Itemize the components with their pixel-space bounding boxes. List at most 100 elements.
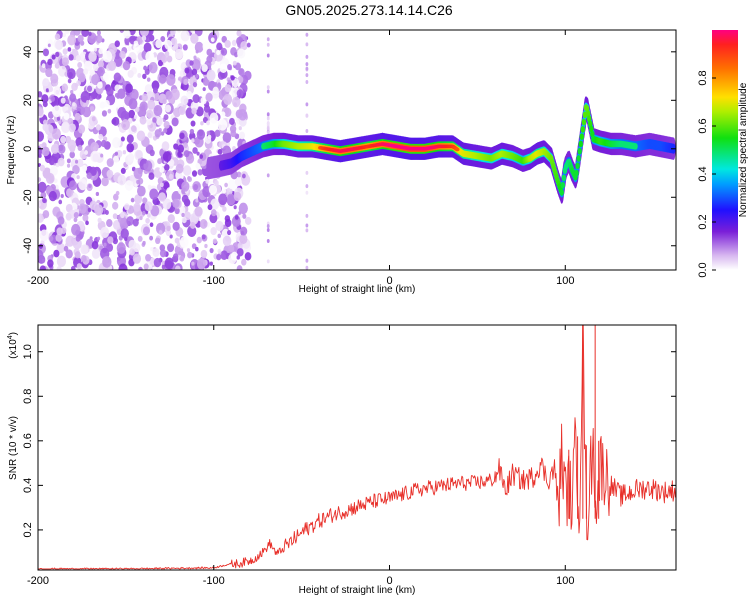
noise-cell <box>97 81 103 89</box>
noise-cell <box>159 74 167 84</box>
noise-cell <box>80 244 89 255</box>
noise-cell <box>107 60 117 72</box>
noise-cell <box>266 112 270 117</box>
noise-cell <box>164 257 174 270</box>
noise-cell <box>217 82 221 87</box>
noise-cell <box>42 210 50 219</box>
spectrogram-x-tick-label: -200 <box>27 275 49 287</box>
noise-cell <box>128 239 137 250</box>
noise-cell <box>158 192 166 202</box>
noise-cell <box>227 229 232 236</box>
noise-cell <box>191 107 197 115</box>
spectrogram-y-tick-label: -40 <box>22 238 34 254</box>
noise-cell <box>305 213 309 218</box>
snr-scale-exponent: 4 <box>7 335 14 339</box>
noise-cell <box>128 109 135 119</box>
snr-y-tick-label: 0.8 <box>22 389 34 404</box>
noise-cell <box>38 243 43 249</box>
noise-cell <box>195 198 199 203</box>
noise-cell <box>88 31 92 36</box>
noise-cell <box>47 43 51 48</box>
noise-cell <box>54 62 60 69</box>
noise-cell <box>124 203 130 211</box>
noise-cell <box>181 194 189 204</box>
noise-cell <box>210 209 217 217</box>
noise-cell <box>146 77 151 82</box>
noise-cell <box>180 95 189 106</box>
colorbar-tick-label: 0.2 <box>697 214 709 229</box>
svg-text:(x104): (x104) <box>7 332 19 359</box>
snr-y-tick-label: 1.0 <box>22 344 34 359</box>
noise-cell <box>227 63 232 71</box>
noise-cell <box>77 144 83 152</box>
noise-cell <box>48 190 57 202</box>
noise-cell <box>189 60 194 66</box>
colorbar-tick-label: 0.4 <box>697 166 709 181</box>
noise-cell <box>117 174 127 186</box>
noise-cell <box>68 180 77 191</box>
noise-cell <box>153 257 162 268</box>
noise-cell <box>193 184 199 191</box>
noise-cell <box>102 50 113 63</box>
noise-cell <box>127 153 135 162</box>
noise-cell <box>224 182 228 188</box>
noise-cell <box>158 230 163 235</box>
noise-cell <box>190 222 196 229</box>
noise-cell <box>86 99 90 105</box>
noise-cell <box>39 164 46 172</box>
ridge-cell <box>455 147 460 152</box>
noise-cell <box>266 173 270 178</box>
noise-cell <box>230 75 235 81</box>
noise-cell <box>145 254 152 262</box>
noise-cell <box>200 121 204 126</box>
noise-cell <box>69 151 75 159</box>
noise-cell <box>147 132 153 138</box>
noise-cell <box>195 162 201 169</box>
noise-cell <box>149 149 155 157</box>
ridge-cell <box>560 181 566 189</box>
noise-cell <box>239 233 248 245</box>
noise-cell <box>168 173 174 180</box>
noise-cell <box>155 39 163 49</box>
noise-cell <box>106 219 113 228</box>
noise-cell <box>135 150 143 159</box>
noise-cell <box>166 225 171 232</box>
noise-cell <box>238 131 246 140</box>
noise-cell <box>50 73 59 84</box>
spectrogram-x-label: Height of straight line (km) <box>299 284 416 295</box>
noise-cell <box>91 91 98 100</box>
noise-cell <box>195 73 199 79</box>
noise-cell <box>103 242 107 247</box>
ridge-cell <box>584 105 590 112</box>
noise-cell <box>91 248 101 259</box>
noise-cell <box>165 229 171 237</box>
noise-cell <box>39 229 49 242</box>
noise-cell <box>152 117 157 123</box>
noise-cell <box>124 180 134 191</box>
snr-panel: -200 -100 0 100 0.2 0.4 0.6 0.8 1.0 Height of st… <box>7 324 677 596</box>
noise-cell <box>201 234 206 240</box>
noise-cell <box>155 237 161 245</box>
noise-cell <box>88 183 92 189</box>
noise-cell <box>174 48 184 60</box>
noise-cell <box>305 228 309 233</box>
noise-cell <box>196 236 202 244</box>
noise-cell <box>175 80 182 88</box>
noise-cell <box>305 265 309 270</box>
spectrogram-y-tick-label: -20 <box>22 189 34 205</box>
noise-cell <box>149 235 154 241</box>
noise-cell <box>121 119 130 131</box>
noise-cell <box>205 178 210 184</box>
noise-cell <box>179 255 185 262</box>
noise-cell <box>244 216 252 225</box>
noise-cell <box>179 132 185 140</box>
noise-cell <box>222 132 232 144</box>
noise-cell <box>216 253 222 261</box>
noise-cell <box>119 50 126 59</box>
noise-cell <box>62 65 66 70</box>
noise-cell <box>56 116 61 121</box>
noise-cell <box>77 61 83 68</box>
noise-cell <box>81 165 88 172</box>
noise-cell <box>164 51 170 57</box>
